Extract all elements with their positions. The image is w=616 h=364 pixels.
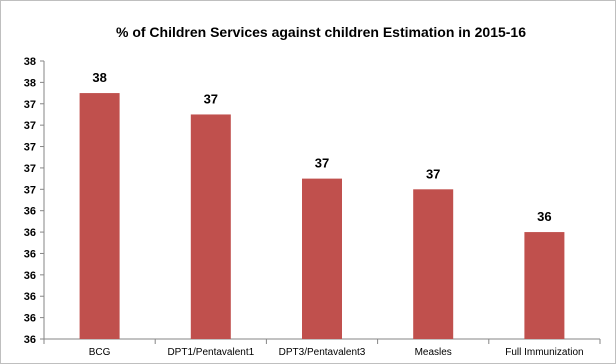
bar-2 <box>190 114 231 339</box>
data-label: 36 <box>537 209 551 224</box>
y-tick-label: 36 <box>24 206 36 218</box>
y-tick-label: 36 <box>24 334 36 346</box>
category-label: BCG <box>89 347 111 358</box>
data-label: 37 <box>315 156 329 171</box>
y-tick-label: 37 <box>24 184 36 196</box>
y-tick-label: 36 <box>24 291 36 303</box>
bar-3 <box>302 178 342 339</box>
data-label: 38 <box>92 70 106 85</box>
data-label: 37 <box>426 166 440 181</box>
y-tick-label: 36 <box>24 248 36 260</box>
category-label: Measles <box>415 347 452 358</box>
data-label: 37 <box>204 91 218 106</box>
y-tick-label: 37 <box>24 99 36 111</box>
category-label: DPT1/Pentavalent1 <box>167 347 254 358</box>
category-label: Full Immunization <box>505 347 583 358</box>
labels: BCG 38 DPT1/Pentavalent1 37 DPT3/Pentavalent… <box>89 70 584 358</box>
axes: 38 38 37 37 37 37 37 36 36 36 36 36 36 36 <box>24 56 601 346</box>
y-tick-label: 38 <box>24 56 36 68</box>
y-tick-label: 37 <box>24 120 36 132</box>
y-tick-label: 36 <box>24 313 36 325</box>
y-tick-label: 36 <box>24 227 36 239</box>
y-tick-label: 36 <box>24 270 36 282</box>
category-label: DPT3/Pentavalent3 <box>279 347 366 358</box>
y-tick-label: 37 <box>24 142 36 154</box>
chart-title: % of Children Services against children … <box>116 24 526 40</box>
bars <box>79 93 565 339</box>
y-tick-label: 38 <box>24 77 36 89</box>
bar-1 <box>79 93 120 339</box>
bar-4 <box>413 189 454 339</box>
y-tick-label: 37 <box>24 163 36 175</box>
bar-5 <box>524 232 565 339</box>
